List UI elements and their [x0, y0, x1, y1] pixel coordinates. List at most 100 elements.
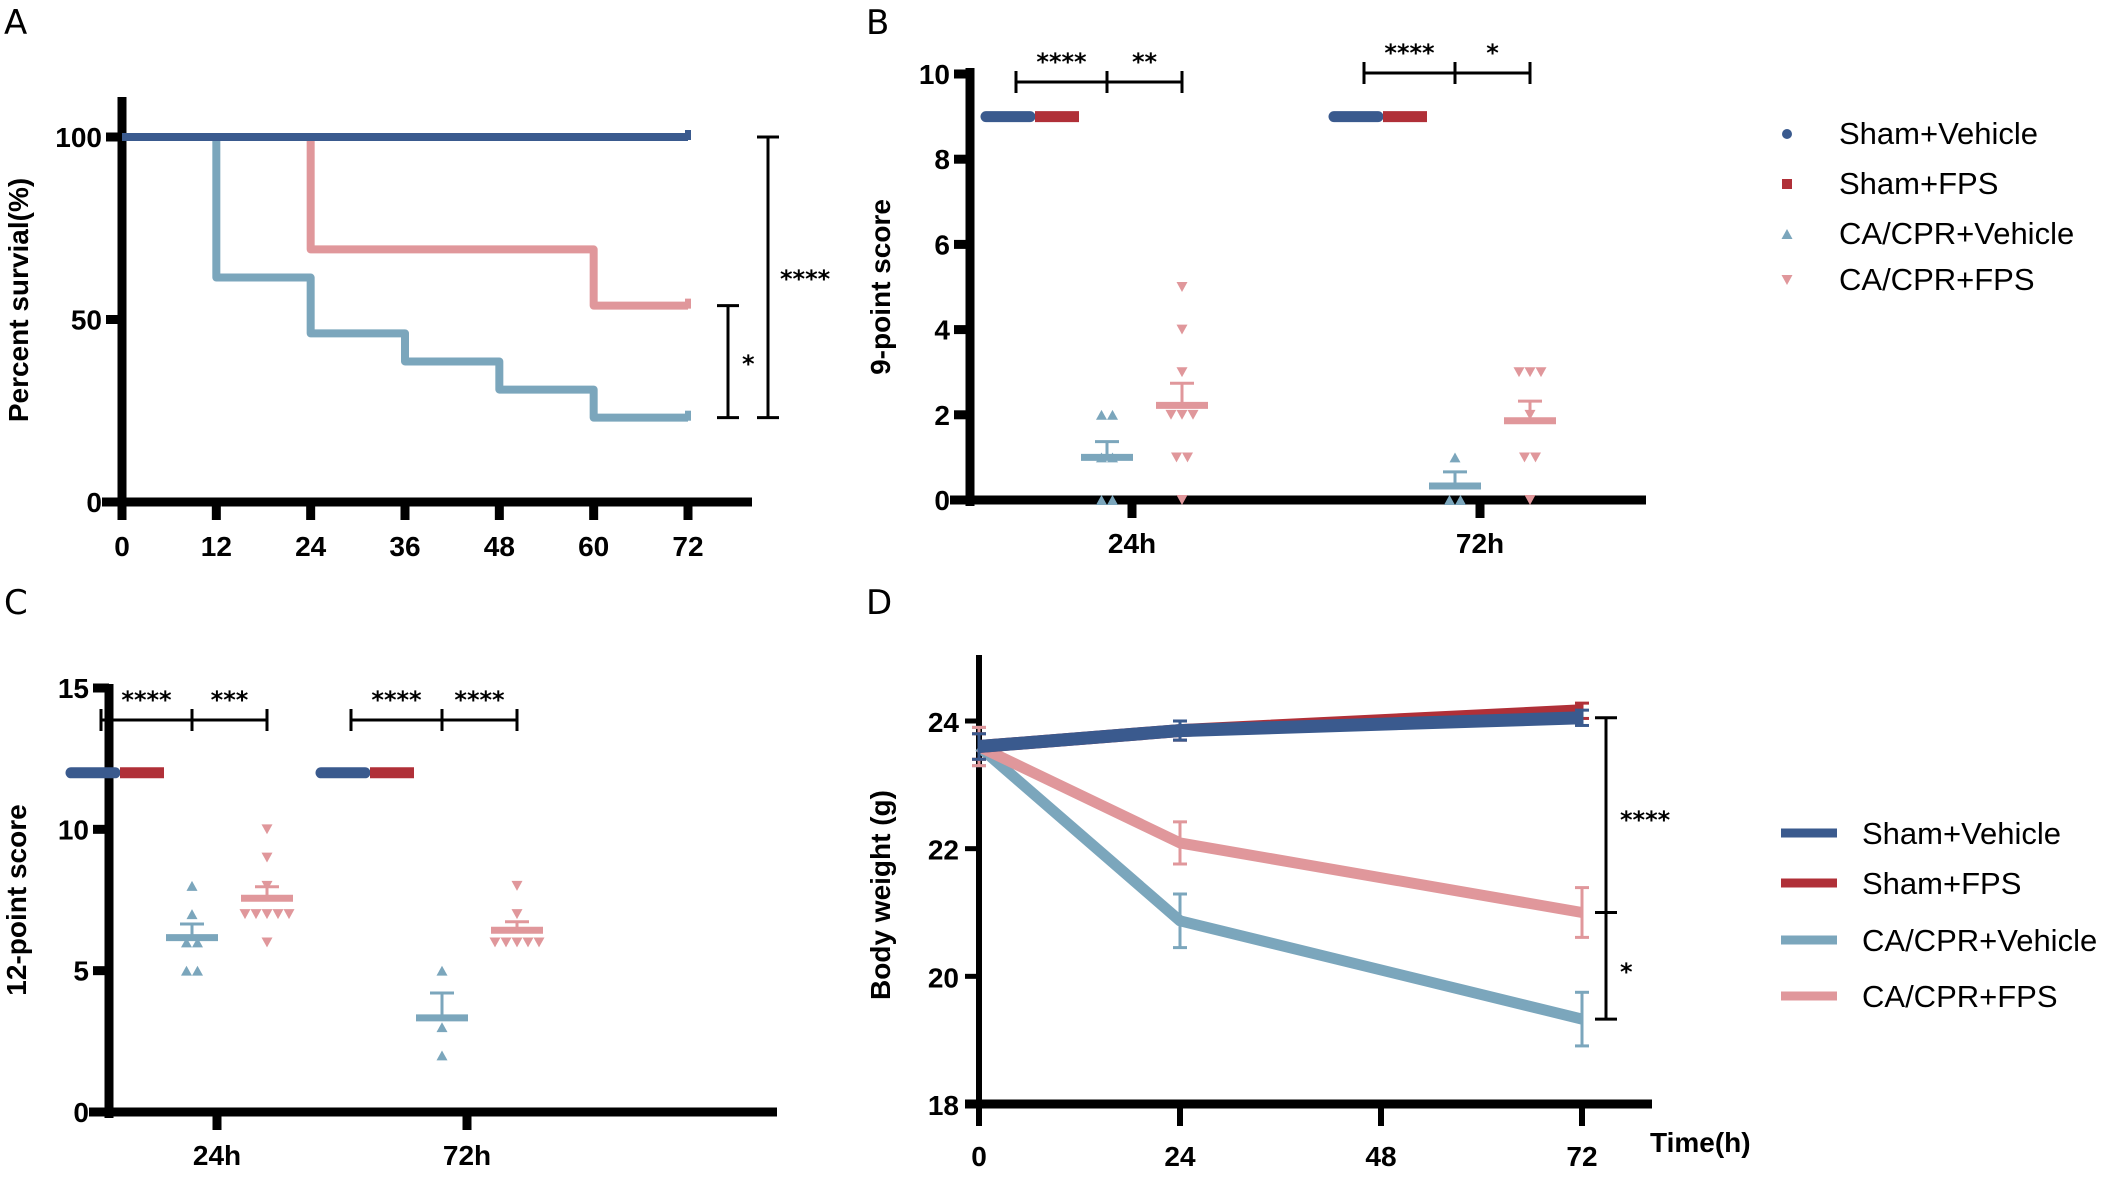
panel-a-xtick-label: 60: [578, 531, 609, 562]
panel-b-data-point-ca-cpr-fps: [1535, 367, 1547, 378]
panel-d-xtick-label: 72: [1566, 1141, 1597, 1172]
panel-a-xtick-label: 12: [201, 531, 232, 562]
panel-b-ytick-label: 4: [934, 315, 950, 346]
panel-b-ytick-label: 0: [934, 485, 950, 516]
panel-b-data-point-ca-cpr-fps: [1176, 324, 1188, 335]
panel-c-ytick-label: 0: [73, 1097, 89, 1128]
panel-c-sig-label: ****: [454, 686, 505, 714]
panel-c-data-point-ca-cpr-fps: [511, 937, 523, 948]
panel-c-data-point-ca-cpr-fps: [511, 880, 523, 891]
panel-b-ytick-label: 2: [934, 400, 950, 431]
panel-b-data-point-ca-cpr-fps: [1171, 452, 1182, 463]
legend-panel-b: Sham+Vehicle Sham+FPS CA/CPR+Vehicle CA/CPR…: [1781, 116, 2074, 297]
legend-label-sham-vehicle: Sham+Vehicle: [1839, 116, 2038, 151]
panel-b-ytick-label: 10: [919, 59, 950, 90]
panel-c-data-point-ca-cpr-fps: [533, 937, 545, 948]
panel-c-data-point-ca-cpr-vehicle: [192, 965, 203, 976]
panel-d-sig-label-2: *: [1620, 958, 1633, 986]
panel-b-data-point-ca-cpr-fps: [1524, 367, 1536, 378]
panel-d-ytick-label: 20: [928, 962, 959, 993]
panel-b-ylabel: 9-point score: [865, 199, 896, 375]
survival-line-ca-cpr-vehicle: [122, 133, 688, 422]
panel-c-data-point-ca-cpr-vehicle: [436, 965, 448, 976]
panel-c-data-point-ca-cpr-vehicle: [181, 965, 192, 976]
legend-label-ca-cpr-vehicle: CA/CPR+Vehicle: [1839, 216, 2074, 251]
panel-c-sig-label: ****: [371, 686, 422, 714]
panel-d-ytick-label: 22: [928, 835, 959, 866]
legend-marker-triangle-up: [1781, 229, 1793, 239]
panel-d-ylabel: Body weight (g): [865, 790, 896, 1000]
panel-c-ytick-label: 10: [58, 814, 89, 845]
panel-b-data-point-ca-cpr-fps: [1524, 495, 1536, 505]
panel-d-xtick-label: 48: [1365, 1141, 1396, 1172]
panel-c-data-point-ca-cpr-fps: [261, 824, 273, 835]
panel-c-data-point-ca-cpr-fps: [261, 852, 273, 863]
legend-label-ca-cpr-fps: CA/CPR+FPS: [1839, 262, 2035, 297]
panel-b-sig-label: **: [1132, 48, 1158, 76]
panel-c-data-point-ca-cpr-vehicle: [192, 937, 203, 948]
panel-b-sig-label: *: [1486, 39, 1499, 67]
panel-c-data-point-ca-cpr-fps: [261, 909, 273, 920]
legend-label-sham-fps: Sham+FPS: [1862, 866, 2021, 901]
panel-b-sig-label: ****: [1384, 39, 1435, 67]
legend-panel-d: Sham+Vehicle Sham+FPS CA/CPR+Vehicle CA/CPR…: [1781, 816, 2097, 1014]
panel-b-data-point-ca-cpr-fps: [1165, 409, 1177, 420]
panel-a-ytick-label: 100: [55, 122, 102, 153]
panel-letter-b: B: [866, 3, 889, 43]
panel-b-data-point-ca-cpr-fps: [1176, 367, 1188, 378]
panel-a-xtick-label: 36: [389, 531, 420, 562]
panel-b-data-point-ca-cpr-fps: [1519, 452, 1530, 463]
panel-c-ylabel: 12-point score: [1, 804, 32, 995]
panel-b-data-point-ca-cpr-fps: [1513, 367, 1525, 378]
panel-c-ytick-label: 15: [58, 673, 89, 704]
legend-marker-triangle-down: [1781, 275, 1793, 285]
panel-a-xtick-label: 72: [672, 531, 703, 562]
panel-b-data-point-ca-cpr-fps: [1176, 282, 1188, 292]
panel-b-sig-label: ****: [1036, 48, 1087, 76]
panel-a-ytick-label: 0: [86, 487, 102, 518]
panel-c-data-point-ca-cpr-fps: [511, 909, 523, 920]
panel-c-data-point-ca-cpr-vehicle: [436, 1022, 448, 1033]
panel-b-data-point-ca-cpr-vehicle: [1096, 495, 1107, 505]
legend-label-ca-cpr-vehicle: CA/CPR+Vehicle: [1862, 923, 2097, 958]
panel-a-sig-label-2: ****: [780, 265, 831, 293]
panel-b-data-point-ca-cpr-vehicle: [1096, 409, 1107, 420]
panel-c-data-point-ca-cpr-fps: [272, 909, 284, 920]
panel-c-data-point-ca-cpr-vehicle: [436, 1050, 448, 1061]
panel-c-sig-label: ***: [211, 686, 249, 714]
panel-d-xtick-label: 0: [971, 1141, 987, 1172]
panel-c-data-point-ca-cpr-vehicle: [186, 909, 198, 920]
panel-a-xtick-label: 24: [295, 531, 327, 562]
panel-b-ytick-label: 8: [934, 144, 950, 175]
panel-c-data-point-ca-cpr-vehicle: [186, 880, 198, 891]
panel-c-data-point-ca-cpr-fps: [261, 937, 273, 948]
panel-b-data-point-ca-cpr-vehicle: [1107, 409, 1118, 420]
panel-c-xtick-label: 72h: [443, 1140, 491, 1171]
panel-d-xtick-label: 24: [1164, 1141, 1196, 1172]
censor-mark-ca-cpr-fps: [685, 298, 691, 309]
panel-c-ytick-label: 5: [73, 956, 89, 987]
legend-label-sham-fps: Sham+FPS: [1839, 166, 1998, 201]
panel-b-data-point-ca-cpr-vehicle: [1449, 452, 1461, 463]
panel-a-xtick-label: 48: [484, 531, 515, 562]
panel-b-data-point-ca-cpr-vehicle: [1444, 495, 1455, 505]
legend-marker-square: [1782, 179, 1792, 189]
panel-d-sig-label-1: ****: [1620, 806, 1671, 834]
panel-d-xlabel: Time(h): [1650, 1127, 1751, 1158]
panel-b-xtick-label: 24h: [1108, 528, 1156, 559]
panel-c-data-point-ca-cpr-fps: [489, 937, 501, 948]
legend-marker-circle: [1782, 129, 1792, 139]
panel-letter-d: D: [866, 583, 892, 623]
panel-c-data-point-ca-cpr-fps: [239, 909, 251, 920]
survival-line-ca-cpr-fps: [122, 133, 688, 310]
panel-c-data-point-ca-cpr-vehicle: [181, 937, 192, 948]
panel-a-sig-label-1: *: [742, 350, 755, 378]
panel-b-ytick-label: 6: [934, 229, 950, 260]
censor-mark-ca-cpr-vehicle: [685, 410, 691, 421]
panel-b-data-point-ca-cpr-fps: [1176, 495, 1188, 505]
panel-b-data-point-ca-cpr-vehicle: [1107, 495, 1118, 505]
